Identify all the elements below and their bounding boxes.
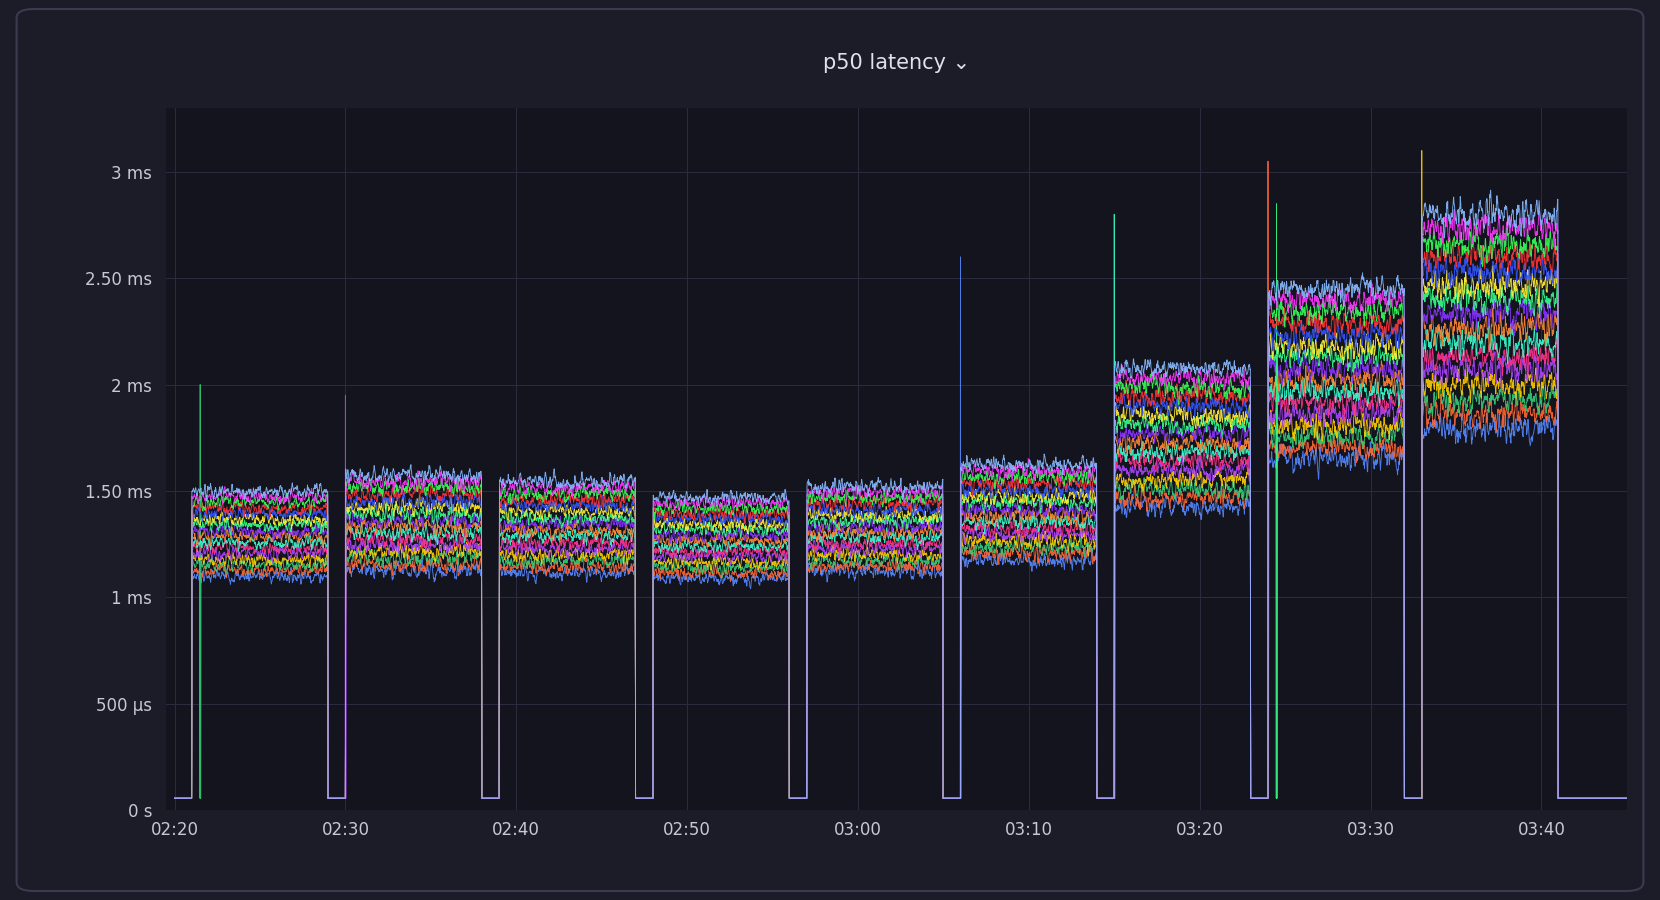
Text: p50 latency ⌄: p50 latency ⌄ xyxy=(823,53,969,73)
